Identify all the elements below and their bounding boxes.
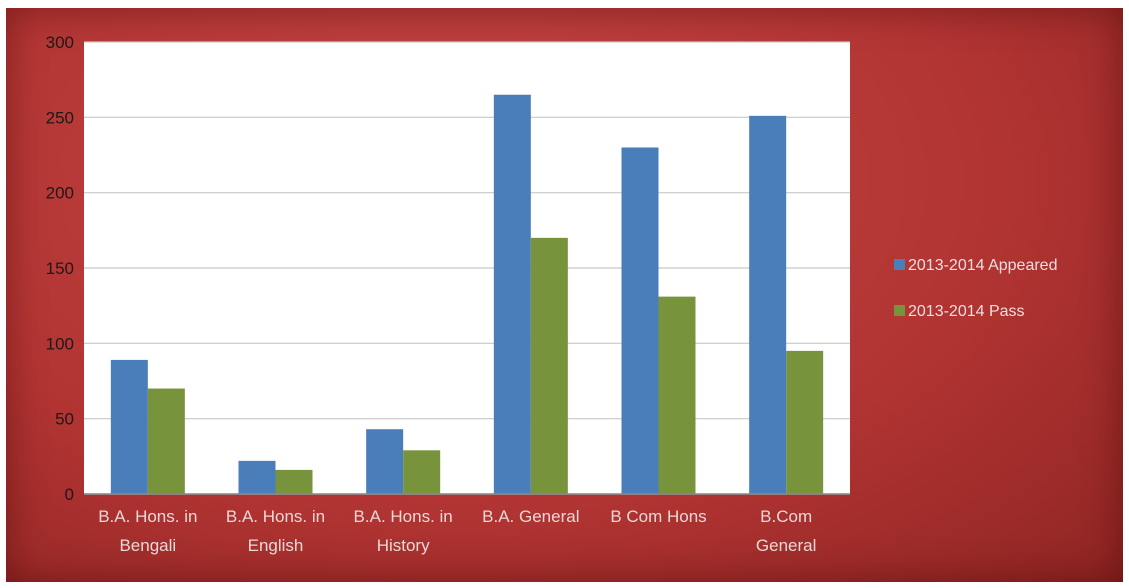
x-category-label: History xyxy=(377,536,430,555)
x-category-label: B.Com xyxy=(760,507,812,526)
legend-label: 2013-2014 Appeared xyxy=(908,257,1057,274)
x-category-label: B.A. Hons. in xyxy=(98,507,197,526)
x-category-label: B Com Hons xyxy=(610,507,706,526)
bar-appeared xyxy=(238,460,276,494)
bar-chart: 0 50 100 150 200 250 300 B.A. Hons. in Bengali B.… xyxy=(46,33,1058,555)
x-category-label: B.A. General xyxy=(482,507,579,526)
x-category-label: General xyxy=(756,536,816,555)
bar-pass xyxy=(275,469,313,494)
y-tick-label: 100 xyxy=(46,334,74,353)
y-tick-label: 50 xyxy=(55,410,74,429)
bar-appeared xyxy=(749,115,787,495)
y-tick-label: 250 xyxy=(46,108,74,127)
bar-appeared xyxy=(366,429,404,494)
bar-pass xyxy=(786,350,824,494)
bar-pass xyxy=(658,296,696,494)
bar-appeared xyxy=(621,147,659,494)
y-tick-label: 200 xyxy=(46,184,74,203)
bar-appeared xyxy=(110,359,148,494)
x-category-label: Bengali xyxy=(119,536,176,555)
bar-pass xyxy=(403,450,441,494)
legend-label: 2013-2014 Pass xyxy=(908,303,1025,320)
x-category-label: B.A. Hons. in xyxy=(226,507,325,526)
legend-swatch xyxy=(894,305,905,316)
x-category-label: B.A. Hons. in xyxy=(354,507,453,526)
x-category-label: English xyxy=(248,536,304,555)
bar-pass xyxy=(147,388,185,494)
chart-frame: 0 50 100 150 200 250 300 B.A. Hons. in Bengali B.… xyxy=(6,8,1123,582)
y-tick-label: 300 xyxy=(46,33,74,52)
legend-swatch xyxy=(894,259,905,270)
bar-appeared xyxy=(493,94,531,494)
y-tick-label: 0 xyxy=(65,485,74,504)
bar-pass xyxy=(530,237,568,494)
y-tick-label: 150 xyxy=(46,259,74,278)
